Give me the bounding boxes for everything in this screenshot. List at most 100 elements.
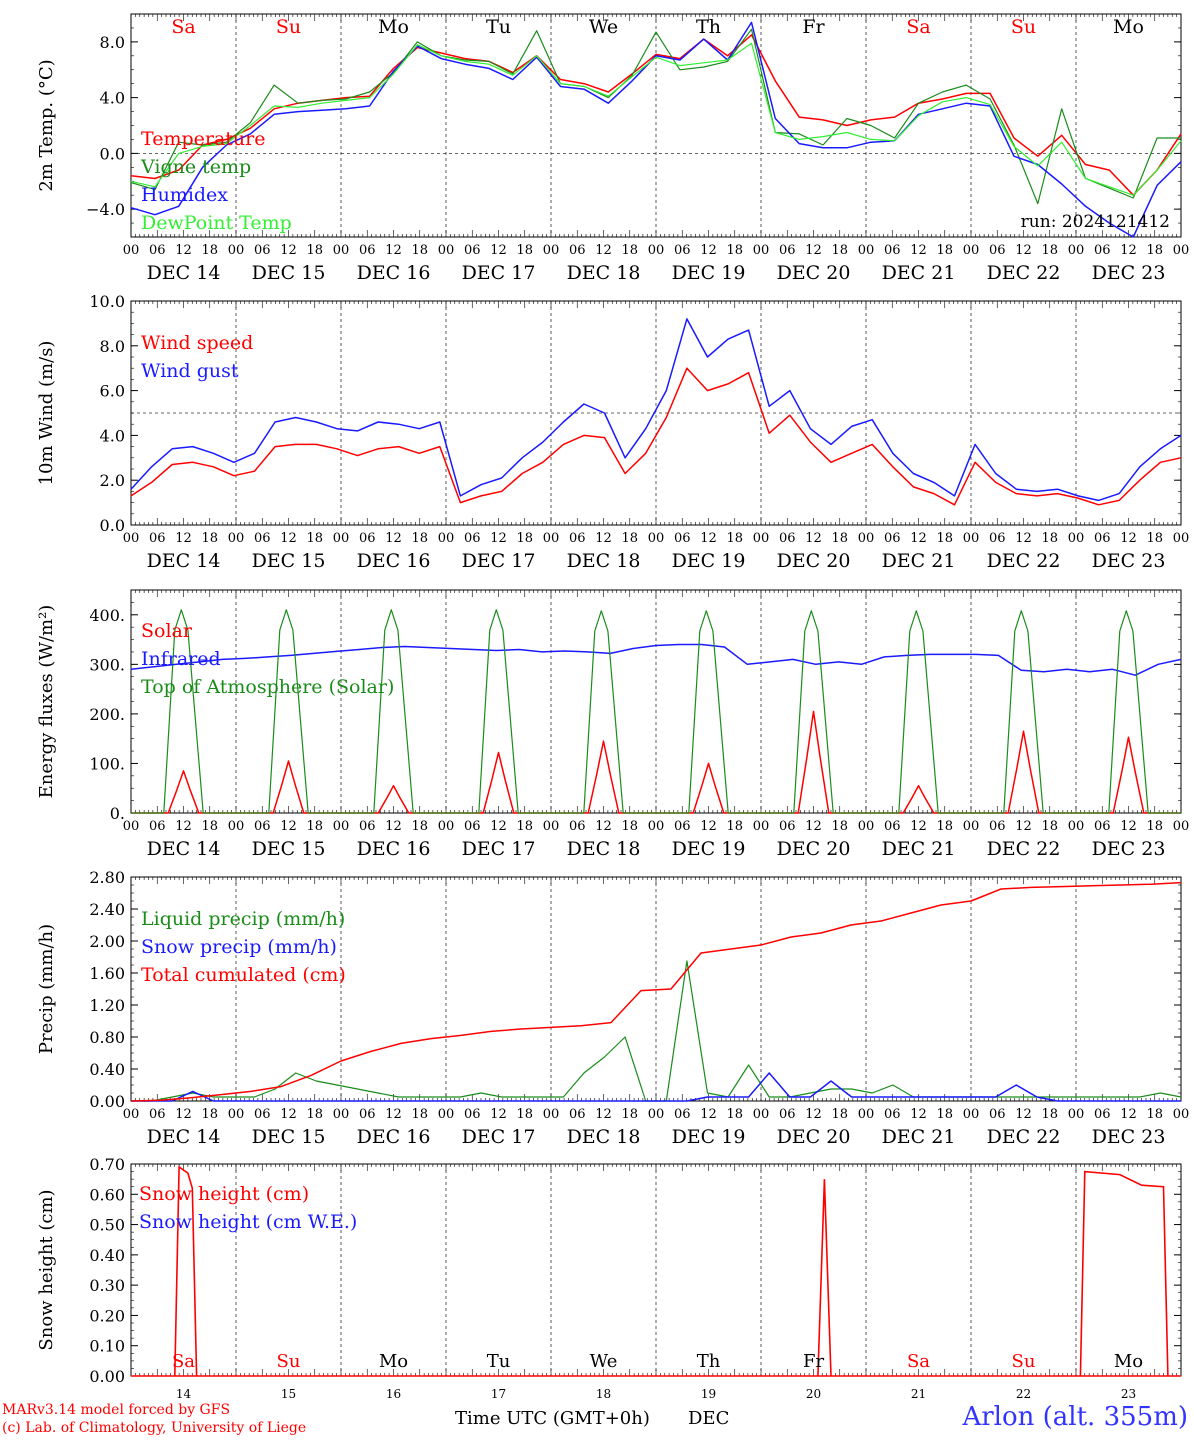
x-tick-label: 06: [884, 531, 901, 546]
day-label: DEC 22: [987, 1126, 1061, 1148]
x-tick-label: 12: [910, 243, 927, 258]
x-tick-label: 12: [1120, 531, 1137, 546]
x-tick-label: 06: [1094, 531, 1111, 546]
x-tick-label: 00: [438, 819, 455, 834]
x-tick-label: 00: [123, 1107, 140, 1122]
x-tick-label: 00: [333, 1107, 350, 1122]
weekday-label: Su: [277, 1351, 301, 1372]
weekday-label: Sa: [907, 1351, 930, 1372]
weekday-label: Sa: [171, 16, 195, 38]
x-tick-label: 06: [989, 531, 1006, 546]
model-credit-line-1: MARv3.14 model forced by GFS: [2, 1402, 231, 1418]
legend-entry: Solar: [141, 620, 193, 642]
y-tick-label: 1.60: [89, 964, 125, 983]
day-number: 18: [596, 1387, 611, 1401]
x-tick-label: 18: [201, 1107, 218, 1122]
series-line: [131, 609, 1181, 814]
x-tick-label: 00: [648, 819, 665, 834]
x-tick-label: 00: [1068, 243, 1085, 258]
y-tick-label: 200.: [89, 705, 125, 724]
x-tick-label: 00: [333, 243, 350, 258]
x-tick-label: 18: [726, 1107, 743, 1122]
x-tick-label: 00: [228, 1107, 245, 1122]
x-tick-label: 06: [569, 243, 586, 258]
x-tick-label: 18: [306, 1107, 323, 1122]
day-label: DEC 17: [462, 262, 536, 284]
panel-4: [130, 876, 1182, 1102]
y-tick-label: 0.0: [100, 516, 125, 535]
x-tick-label: 12: [700, 1107, 717, 1122]
weekday-label: Su: [276, 16, 301, 38]
series-line: [1079, 1170, 1169, 1377]
x-tick-label: 00: [1068, 1107, 1085, 1122]
x-tick-label: 12: [280, 243, 297, 258]
day-label: DEC 17: [462, 838, 536, 860]
x-tick-label: 12: [385, 243, 402, 258]
x-tick-label: 12: [1015, 1107, 1032, 1122]
series-line: [130, 318, 1182, 502]
x-tick-label: 12: [385, 819, 402, 834]
y-tick-label: 0.40: [89, 1060, 125, 1079]
x-tick-label: 06: [149, 243, 166, 258]
day-number: 22: [1016, 1387, 1031, 1401]
x-tick-label: 00: [963, 531, 980, 546]
x-tick-label: 06: [254, 819, 271, 834]
x-tick-label: 06: [254, 1107, 271, 1122]
legend-entry: Top of Atmosphere (Solar): [141, 676, 394, 698]
x-tick-label: 00: [123, 819, 140, 834]
day-label: DEC 17: [462, 1126, 536, 1148]
y-tick-label: 300.: [89, 655, 125, 674]
x-tick-label: 06: [149, 1107, 166, 1122]
x-tick-label: 06: [674, 531, 691, 546]
day-label: DEC 20: [777, 550, 851, 572]
day-number: 17: [491, 1387, 506, 1401]
x-tick-label: 18: [621, 1107, 638, 1122]
x-tick-label: 18: [516, 819, 533, 834]
legend-entry: Snow precip (mm/h): [141, 936, 337, 958]
day-label: DEC 14: [147, 550, 221, 572]
series-line: [130, 42, 1182, 196]
x-tick-label: 00: [438, 531, 455, 546]
x-tick-label: 12: [1120, 1107, 1137, 1122]
x-tick-label: 12: [700, 243, 717, 258]
legend-entry: Wind gust: [141, 360, 239, 382]
series-line: [130, 28, 1181, 205]
x-tick-label: 18: [831, 819, 848, 834]
series-line: [130, 643, 1182, 676]
x-tick-label: 18: [201, 243, 218, 258]
y-tick-label: −4.0: [86, 200, 125, 219]
x-tick-label: 06: [464, 1107, 481, 1122]
x-tick-label: 18: [201, 531, 218, 546]
x-tick-label: 18: [306, 819, 323, 834]
x-tick-label: 12: [385, 1107, 402, 1122]
weekday-label: We: [589, 16, 618, 38]
weekday-label: Mo: [379, 1351, 408, 1372]
x-tick-label: 00: [228, 243, 245, 258]
x-tick-label: 00: [753, 819, 770, 834]
x-tick-label: 12: [910, 531, 927, 546]
y-tick-label: 0.80: [89, 1028, 125, 1047]
y-tick-label: 1.20: [89, 996, 125, 1015]
y-tick-label: 10.0: [89, 292, 125, 311]
x-tick-label: 18: [1146, 531, 1163, 546]
x-tick-label: 06: [1094, 1107, 1111, 1122]
weekday-label: Tu: [486, 16, 511, 38]
x-tick-label: 12: [595, 531, 612, 546]
x-tick-label: 00: [753, 1107, 770, 1122]
y-tick-label: 4.0: [100, 89, 125, 108]
weekday-label: Th: [696, 16, 721, 38]
x-tick-label: 00: [963, 243, 980, 258]
x-tick-label: 06: [464, 819, 481, 834]
x-tick-label: 00: [1173, 819, 1190, 834]
day-label: DEC 19: [672, 262, 746, 284]
weekday-label: Sa: [906, 16, 930, 38]
y-axis-label: Energy fluxes (W/m²): [36, 605, 57, 799]
x-tick-label: 12: [490, 243, 507, 258]
x-axis-label: Time UTC (GMT+0h): [455, 1408, 650, 1429]
y-axis-label: Precip (mm/h): [36, 924, 57, 1054]
x-axis-label-suffix: DEC: [688, 1408, 729, 1429]
day-number: 20: [806, 1387, 821, 1401]
x-tick-label: 00: [228, 819, 245, 834]
x-tick-label: 00: [1173, 243, 1190, 258]
